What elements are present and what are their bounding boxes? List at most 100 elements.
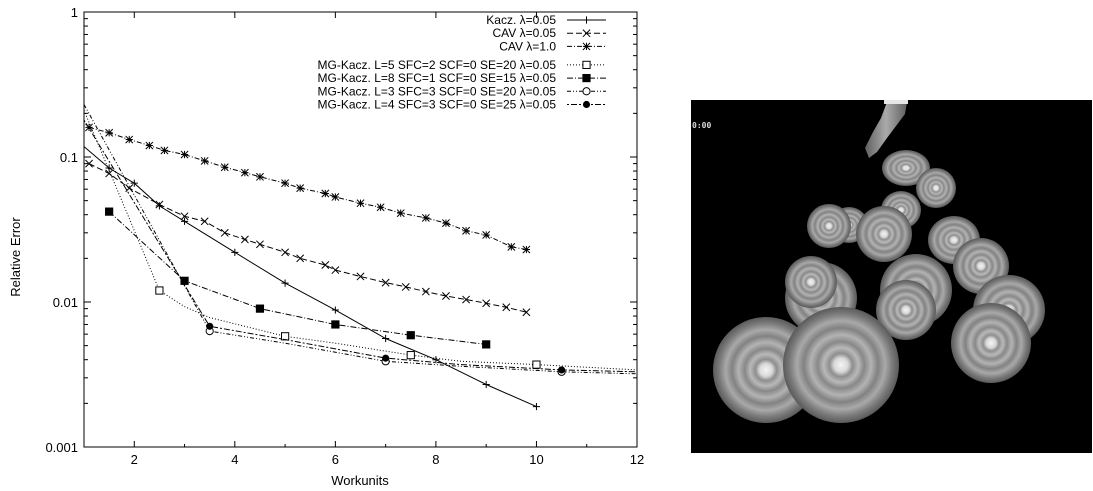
data-point <box>85 159 93 168</box>
blob <box>951 303 1031 383</box>
series-line <box>84 110 637 371</box>
data-point <box>442 219 450 228</box>
data-point <box>432 356 440 364</box>
data-point <box>105 207 114 216</box>
volume-rendering-image <box>713 100 1045 423</box>
data-point <box>421 213 430 222</box>
legend-entry: CAV λ=1.0 <box>499 39 606 53</box>
data-point <box>376 203 385 212</box>
x-axis-title: Workunits <box>331 473 389 488</box>
data-point <box>582 100 591 109</box>
data-point <box>281 179 290 188</box>
data-point <box>155 286 164 295</box>
data-point <box>381 278 390 287</box>
series-line <box>84 146 537 408</box>
data-point <box>255 304 265 313</box>
series-lines <box>84 104 637 411</box>
data-point <box>406 351 415 360</box>
data-point <box>482 230 491 239</box>
data-point <box>105 169 114 178</box>
data-point <box>502 303 511 312</box>
data-point <box>421 287 430 296</box>
y-tick-label: 1 <box>71 5 78 20</box>
data-point <box>582 42 591 51</box>
data-point <box>582 29 591 38</box>
data-point <box>240 168 249 177</box>
y-axis-title: Relative Error <box>8 217 23 297</box>
series-6 <box>84 104 637 376</box>
blob <box>783 307 899 423</box>
data-point <box>582 16 591 24</box>
data-point <box>482 340 491 349</box>
series-3 <box>85 123 531 254</box>
legend-label: MG-Kacz. L=8 SFC=1 SCF=0 SE=15 λ=0.05 <box>318 71 557 85</box>
series-line <box>84 104 637 375</box>
series-line <box>108 211 487 345</box>
series-line <box>88 126 527 250</box>
y-tick-label: 0.01 <box>53 295 78 310</box>
data-point <box>105 128 114 137</box>
legend-label: MG-Kacz. L=5 SFC=2 SCF=0 SE=20 λ=0.05 <box>318 58 557 72</box>
data-point <box>522 245 531 254</box>
data-point <box>296 254 305 263</box>
data-point <box>125 135 134 144</box>
data-point <box>231 248 239 256</box>
x-tick-label: 4 <box>231 452 238 467</box>
series-4 <box>84 110 637 371</box>
legend-label: Kacz. λ=0.05 <box>486 13 556 27</box>
render-timestamp: 0:00 <box>692 121 712 130</box>
data-point <box>155 200 164 209</box>
data-point <box>180 212 189 221</box>
data-point <box>220 163 229 172</box>
legend-entry: MG-Kacz. L=4 SFC=3 SCF=0 SE=25 λ=0.05 <box>318 97 606 111</box>
plume <box>865 102 907 158</box>
data-point <box>532 402 541 411</box>
data-point <box>280 332 290 341</box>
legend-entry: CAV λ=0.05 <box>493 26 606 40</box>
series-2 <box>85 159 531 317</box>
axes: 2 4 6 8 10 12 0.001 0.01 0.1 1 <box>45 5 644 467</box>
x-tick-label: 6 <box>332 452 339 467</box>
volume-blobs <box>713 100 1045 423</box>
data-point <box>396 209 405 218</box>
data-point <box>482 299 491 308</box>
data-point <box>356 199 365 208</box>
data-point <box>331 320 340 329</box>
series-line <box>88 163 527 313</box>
legend-label: CAV λ=0.05 <box>493 26 557 40</box>
data-point <box>406 331 415 340</box>
blob <box>785 256 837 308</box>
x-tick-label: 12 <box>630 452 644 467</box>
data-point <box>582 60 591 69</box>
plume-top <box>884 100 908 104</box>
data-point <box>145 141 154 150</box>
data-point <box>281 279 289 287</box>
data-point <box>281 248 290 257</box>
plot-frame <box>83 11 638 448</box>
data-point <box>220 228 229 237</box>
volume-render-view: 0:00 <box>691 100 1092 453</box>
data-point <box>200 217 209 226</box>
data-point <box>256 172 264 181</box>
data-point <box>160 146 169 155</box>
legend-entry: MG-Kacz. L=8 SFC=1 SCF=0 SE=15 λ=0.05 <box>318 71 606 85</box>
series-line <box>84 119 637 373</box>
legend-label: MG-Kacz. L=3 SFC=3 SCF=0 SE=20 λ=0.05 <box>318 84 557 98</box>
data-point <box>532 360 541 369</box>
blob <box>856 206 912 262</box>
x-tick-label: 2 <box>131 452 138 467</box>
data-point <box>200 156 209 165</box>
data-point <box>206 322 214 330</box>
data-point <box>507 242 516 251</box>
data-point <box>462 295 471 304</box>
data-point <box>331 306 339 314</box>
data-point <box>482 380 490 389</box>
data-point <box>582 87 591 96</box>
y-tick-label: 0.001 <box>45 440 78 455</box>
x-tick-label: 8 <box>432 452 439 467</box>
series-7 <box>84 119 637 374</box>
legend-label: MG-Kacz. L=4 SFC=3 SCF=0 SE=25 λ=0.05 <box>318 97 557 111</box>
data-point <box>382 354 390 362</box>
